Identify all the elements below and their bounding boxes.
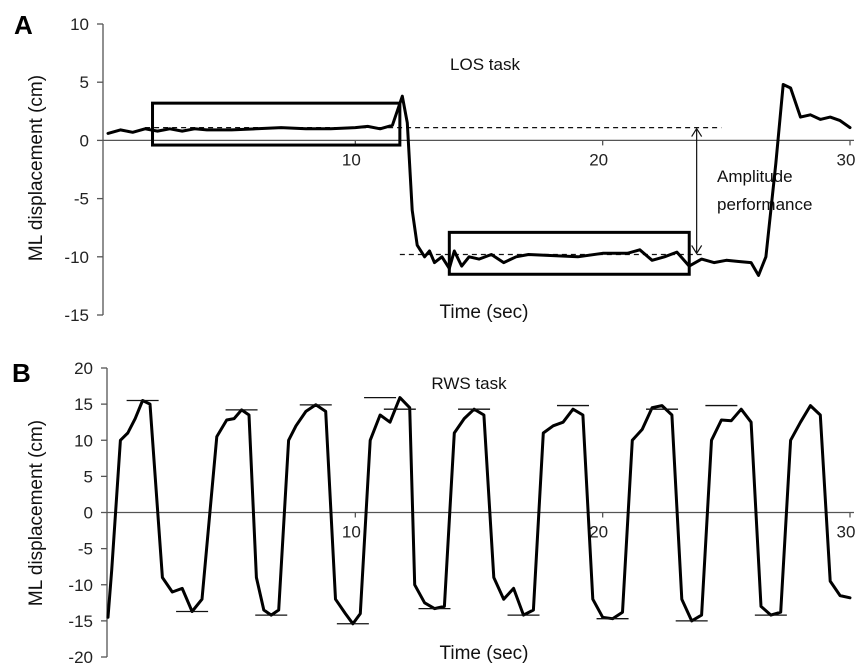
panel-b-axes: 20 15 10 5 0 -5 -10 -15 -20 10 20 30: [68, 359, 855, 666]
panel-a: A LOS task Time (sec) ML displacement (c…: [14, 10, 855, 325]
panel-a-x-tick-label: 30: [837, 150, 856, 169]
panel-a-x-tick-label: 10: [342, 150, 361, 169]
panel-a-amplitude-arrowhead-bottom: [691, 245, 703, 255]
panel-b-y-tick-label: 15: [74, 395, 93, 414]
panel-a-amplitude-arrowhead-top: [691, 127, 703, 137]
panel-a-analysis-window-1: [151, 101, 402, 147]
panel-a-y-tick-label: -10: [64, 248, 89, 267]
panel-b-series-line: [106, 396, 852, 626]
panel-a-label: A: [14, 10, 33, 40]
panel-b-y-tick-label: -20: [68, 648, 93, 666]
panel-a-title: LOS task: [450, 55, 520, 74]
panel-b-title: RWS task: [431, 374, 507, 393]
panel-a-ylabel: ML displacement (cm): [26, 75, 47, 261]
panel-b-ylabel: ML displacement (cm): [26, 420, 47, 606]
panel-b-label: B: [12, 358, 31, 388]
panel-a-y-tick-label: 5: [80, 73, 89, 92]
panel-a-y-tick-label: -15: [64, 306, 89, 325]
panel-a-y-tick-label: 0: [80, 131, 89, 150]
panel-b-y-tick-label: 10: [74, 431, 93, 450]
panel-b-y-tick-label: -10: [68, 576, 93, 595]
panel-a-y-tick-label: 10: [70, 15, 89, 34]
panel-b: B RWS task Time (sec) ML displacement (c…: [12, 358, 855, 666]
panel-b-x-tick-label: 30: [837, 523, 856, 542]
panel-a-xlabel: Time (sec): [439, 302, 528, 323]
panel-a-annotation-line1: Amplitude: [717, 167, 793, 186]
panel-b-x-tick-label: 20: [589, 523, 608, 542]
panel-a-x-tick-label: 20: [589, 150, 608, 169]
panel-b-y-tick-label: -15: [68, 612, 93, 631]
panel-a-series-line: [106, 83, 852, 277]
panel-b-y-tick-label: -5: [78, 540, 93, 559]
panel-a-axes: 10 5 0 -5 -10 -15 10 20 30: [64, 15, 855, 325]
panel-b-x-tick-label: 10: [342, 523, 361, 542]
panel-a-marks: [106, 83, 852, 277]
panel-b-xlabel: Time (sec): [439, 643, 528, 664]
panel-b-y-tick-label: 0: [84, 504, 93, 523]
panel-a-annotation-line2: performance: [717, 195, 812, 214]
panel-b-marks: [106, 396, 852, 626]
panel-a-y-tick-label: -5: [74, 190, 89, 209]
panel-a-analysis-window-2: [447, 230, 691, 276]
panel-b-y-tick-label: 5: [84, 467, 93, 486]
panel-b-y-tick-label: 20: [74, 359, 93, 378]
